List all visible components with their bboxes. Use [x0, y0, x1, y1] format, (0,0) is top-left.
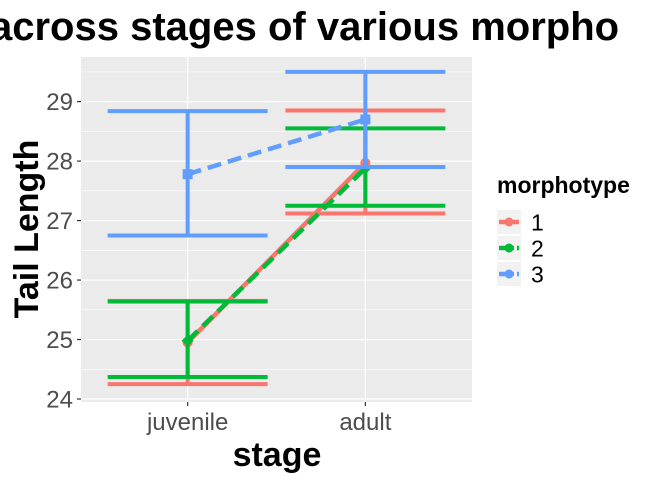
legend: morphotype 123 [497, 172, 630, 288]
legend-key-point [504, 217, 514, 227]
y-tick-label: 27 [46, 208, 73, 235]
chart-title: across stages of various morpho [0, 5, 619, 49]
legend-key-point [504, 243, 514, 253]
x-axis-title: stage [233, 436, 322, 474]
series-line [186, 161, 367, 345]
series-2 [107, 126, 446, 380]
data-point [182, 169, 193, 180]
x-tick-label: juvenile [146, 409, 228, 436]
legend-label: 1 [531, 210, 544, 236]
grid-lines [81, 57, 472, 402]
y-axis-title: Tail Length [8, 140, 46, 319]
series-line [186, 117, 367, 177]
series-layer [107, 69, 446, 387]
y-tick-label: 24 [46, 387, 73, 414]
legend-label: 3 [531, 262, 544, 288]
y-tick-label: 29 [46, 89, 73, 116]
legend-key-point [504, 269, 514, 279]
plot-panel [81, 57, 472, 402]
y-tick-label: 25 [46, 327, 73, 354]
data-point [360, 114, 371, 125]
y-tick-label: 28 [46, 149, 73, 176]
legend-title: morphotype [497, 172, 630, 198]
x-tick-label: adult [339, 409, 391, 436]
data-point [181, 334, 194, 347]
legend-label: 2 [531, 236, 544, 262]
axes: 24 25 26 27 28 29 juvenile adult [46, 89, 391, 436]
y-tick-label: 26 [46, 268, 73, 295]
series-3 [107, 69, 446, 238]
